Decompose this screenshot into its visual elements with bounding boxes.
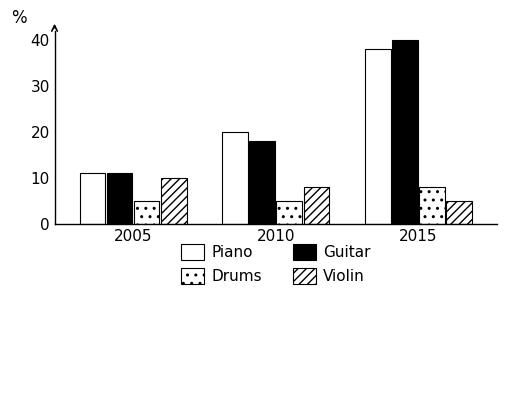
Bar: [392, 40, 418, 224]
Bar: [106, 173, 132, 224]
Bar: [276, 201, 302, 224]
Y-axis label: %: %: [11, 9, 27, 27]
Bar: [249, 141, 275, 224]
Bar: [134, 201, 159, 224]
Bar: [161, 178, 186, 224]
Bar: [446, 201, 472, 224]
Bar: [79, 173, 105, 224]
Bar: [222, 132, 248, 224]
Legend: Piano, Drums, Guitar, Violin: Piano, Drums, Guitar, Violin: [175, 238, 377, 290]
Bar: [365, 49, 391, 224]
Bar: [419, 187, 445, 224]
Bar: [304, 187, 329, 224]
